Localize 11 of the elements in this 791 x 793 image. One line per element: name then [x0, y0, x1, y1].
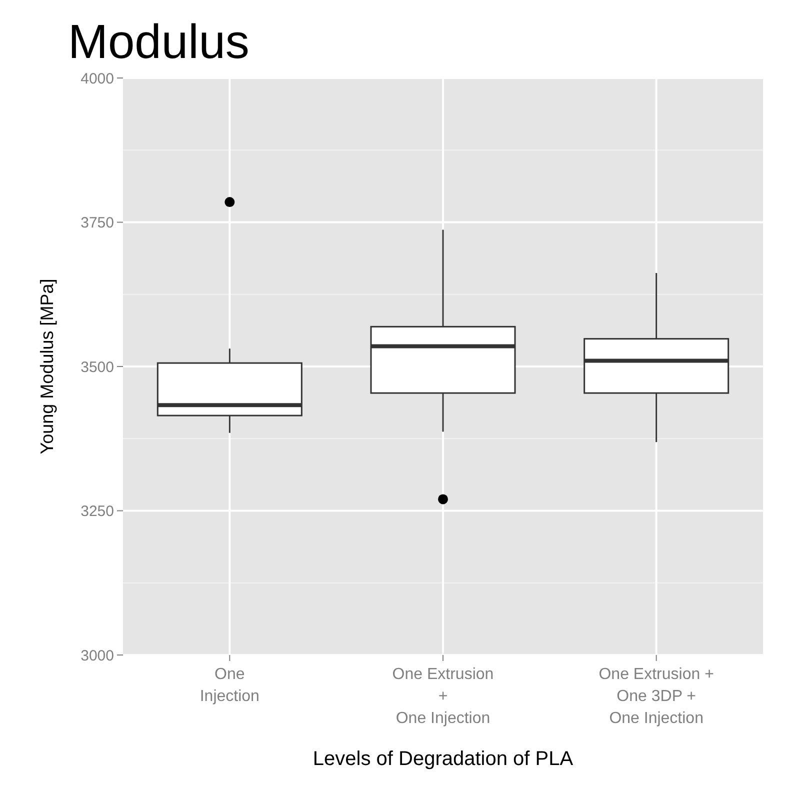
y-tick-label: 4000 — [80, 70, 114, 88]
chart-title: Modulus — [68, 16, 250, 69]
x-tick-label: One Extrusion + One 3DP + One Injection — [598, 666, 714, 727]
x-tick-label: One Extrusion + One Injection — [392, 666, 494, 727]
y-tick-label: 3500 — [80, 358, 114, 376]
y-tick-label: 3000 — [80, 647, 114, 664]
y-tick-label: 3750 — [80, 214, 114, 232]
x-tick-label: One Injection — [200, 666, 260, 705]
y-tick-label: 3250 — [80, 503, 114, 520]
y-axis-title: Young Modulus [MPa] — [37, 278, 57, 454]
x-axis-title: Levels of Degradation of PLA — [312, 748, 574, 770]
